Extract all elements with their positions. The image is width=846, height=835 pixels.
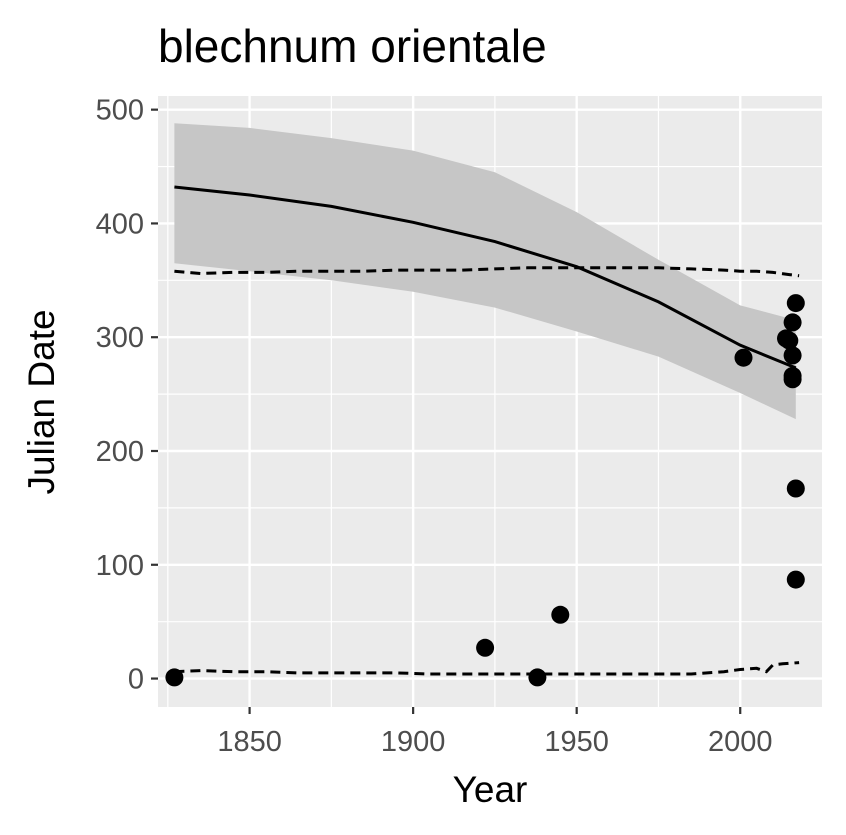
y-axis: 0 100 200 300 400 500 xyxy=(96,95,158,696)
data-point xyxy=(476,638,495,657)
data-point xyxy=(783,313,802,332)
data-point xyxy=(786,570,805,589)
data-point xyxy=(783,366,802,385)
data-point xyxy=(734,348,753,367)
y-tick-label: 500 xyxy=(96,95,144,127)
fit-line xyxy=(174,185,797,370)
y-tick-label: 200 xyxy=(96,436,144,468)
y-tick-label: 300 xyxy=(96,322,144,354)
x-tick-label: 2000 xyxy=(708,726,773,758)
data-points xyxy=(165,294,805,687)
data-point xyxy=(786,294,805,313)
data-point xyxy=(786,479,805,498)
y-axis-title: Julian Date xyxy=(21,309,62,494)
dashed-upper-line xyxy=(174,266,800,278)
x-tick-label: 1900 xyxy=(381,726,446,758)
y-tick-label: 400 xyxy=(96,208,144,240)
data-point xyxy=(551,605,570,624)
confidence-ribbon xyxy=(174,123,796,420)
y-tick-label: 100 xyxy=(96,550,144,582)
y-tick-label: 0 xyxy=(128,664,144,696)
x-tick-label: 1950 xyxy=(544,726,609,758)
data-point xyxy=(165,668,184,687)
data-point xyxy=(780,331,799,350)
x-tick-label: 1850 xyxy=(217,726,282,758)
x-axis-title: Year xyxy=(453,769,528,810)
data-point xyxy=(783,346,802,365)
chart-title: blechnum orientale xyxy=(158,20,547,72)
data-point xyxy=(528,668,547,687)
x-axis: 1850 1900 1950 2000 xyxy=(217,707,772,758)
